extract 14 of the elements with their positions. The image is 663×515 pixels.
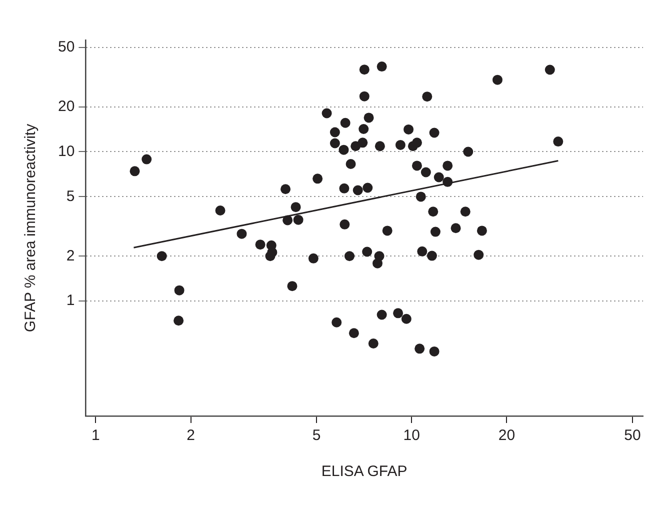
y-tick-label: 2	[66, 247, 75, 264]
x-tick-label: 20	[498, 427, 516, 444]
x-tick-label: 10	[403, 427, 420, 444]
y-axis-title: GFAP % area immunoreactivity	[22, 123, 40, 332]
x-tick-label: 50	[624, 427, 641, 444]
x-tick-label: 2	[186, 427, 195, 444]
x-tick-label: 5	[312, 427, 321, 444]
y-tick-label: 20	[58, 98, 75, 115]
x-tick-label: 1	[91, 427, 100, 444]
y-tick-label: 1	[66, 292, 75, 310]
y-tick-label: 5	[66, 188, 75, 205]
y-tick-label: 50	[58, 38, 75, 56]
y-tick-label: 10	[58, 142, 75, 160]
x-axis-title: ELISA GFAP	[321, 463, 408, 480]
